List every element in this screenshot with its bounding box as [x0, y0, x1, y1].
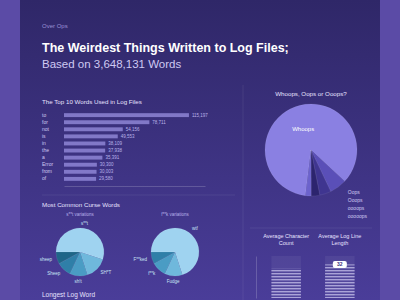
slice [151, 252, 175, 264]
data-label: 49,553 [121, 134, 135, 139]
bar [64, 142, 105, 146]
tick: not [42, 126, 50, 132]
tick-label: a [42, 154, 45, 160]
tick: from [42, 168, 52, 174]
y-axis-line [256, 257, 257, 299]
slice [311, 150, 320, 196]
tick: Error [42, 161, 53, 167]
plot-area [64, 113, 189, 181]
bar [64, 127, 123, 131]
data-label: 78,711 [152, 120, 166, 125]
pie: Whoops Oops Ooops oooops ooooops [265, 104, 367, 219]
section-title: Longest Log Word [42, 291, 95, 299]
bar [64, 120, 149, 124]
slice-label: sheep [40, 257, 53, 262]
pie: wtf Fudge f**k F**ked [133, 226, 199, 283]
slice-label: SH*T [101, 270, 112, 275]
data-label: 30,003 [100, 169, 114, 174]
tick: of [42, 175, 47, 181]
slice-label: ooooops [348, 213, 368, 219]
title: The Weirdest Things Written to Log Files… [42, 41, 289, 55]
y-axis: tofornotisintheaErrorfromof [42, 112, 53, 182]
canvas: Over Ops The Weirdest Things Written to L… [0, 0, 400, 300]
slice [311, 150, 331, 195]
data-label: 30,300 [100, 162, 114, 167]
tick: for [42, 119, 48, 125]
bar [64, 113, 189, 117]
divider [243, 85, 244, 300]
tick-label: to [42, 112, 46, 118]
data-label: 29,580 [99, 176, 113, 181]
divider [42, 195, 235, 196]
tick: is [42, 133, 46, 139]
x-axis-line [65, 186, 206, 187]
data-label: 54,156 [126, 127, 140, 132]
tick-label: for [42, 119, 48, 125]
pie: s**t SH*T sh!t Sheep sheep [40, 221, 112, 284]
bar [64, 177, 96, 181]
bar [64, 134, 118, 138]
slice-label: oooops [348, 205, 365, 211]
column-title: Average CharacterCount [263, 233, 309, 246]
slice-label: F**ked [133, 257, 147, 262]
data-labels: 115,197 78,711 54,156 49,553 38,109 37,938 35,… [99, 113, 208, 182]
tick: to [42, 112, 46, 118]
slice-label: Fudge [167, 279, 180, 284]
x-axis [65, 186, 206, 187]
tick-label: Error [42, 161, 53, 167]
slice [305, 150, 311, 196]
slice-label: Ooops [348, 197, 363, 203]
slice-label: wtf [192, 226, 199, 231]
column-title: Average Log LineLength [318, 233, 361, 246]
column-track [271, 256, 301, 298]
tick-label: of [42, 175, 47, 181]
data-label: 37,938 [108, 148, 122, 153]
slice-label: Sheep [47, 271, 61, 276]
bar [64, 163, 97, 167]
tick: the [42, 147, 49, 153]
data-label: 35,391 [105, 155, 119, 160]
data-label: 32 [337, 261, 343, 267]
bar [271, 269, 301, 298]
card [20, 0, 380, 300]
panel-title: The Top 10 Words Used in Log Files [42, 98, 142, 105]
slice-label: Oops [348, 189, 360, 195]
tick-label: not [42, 126, 50, 132]
brand: Over Ops [42, 23, 68, 29]
data-label: 115,197 [192, 113, 208, 118]
panel-title: Whoops, Oops or Ooops? [275, 90, 347, 97]
bar [325, 264, 355, 298]
pie-caption: f**k variations [161, 212, 189, 217]
pie-caption: s**t variations [66, 212, 94, 217]
tick: in [42, 140, 46, 146]
column-track [325, 256, 355, 298]
tick-label: from [42, 168, 52, 174]
bar [64, 149, 105, 153]
subtitle: Based on 3,648,131 Words [42, 58, 181, 70]
label-pill [333, 261, 347, 268]
slice [56, 252, 80, 264]
slice-label: sh!t [75, 279, 83, 284]
tick: a [42, 154, 45, 160]
tick-label: in [42, 140, 46, 146]
page-background [0, 0, 400, 300]
slice [265, 104, 357, 196]
slice-label: Whoops [292, 125, 314, 131]
divider [250, 228, 372, 229]
slice-label: f**k [148, 271, 156, 276]
y-axis [256, 257, 257, 299]
tick-label: is [42, 133, 46, 139]
slice-label: s**t [81, 221, 89, 226]
panel-title: Most Common Curse Words [42, 201, 120, 208]
bar [64, 156, 102, 160]
data-label: 38,109 [108, 141, 122, 146]
bar [64, 170, 97, 174]
plot-area [271, 264, 354, 298]
tick-label: the [42, 147, 49, 153]
